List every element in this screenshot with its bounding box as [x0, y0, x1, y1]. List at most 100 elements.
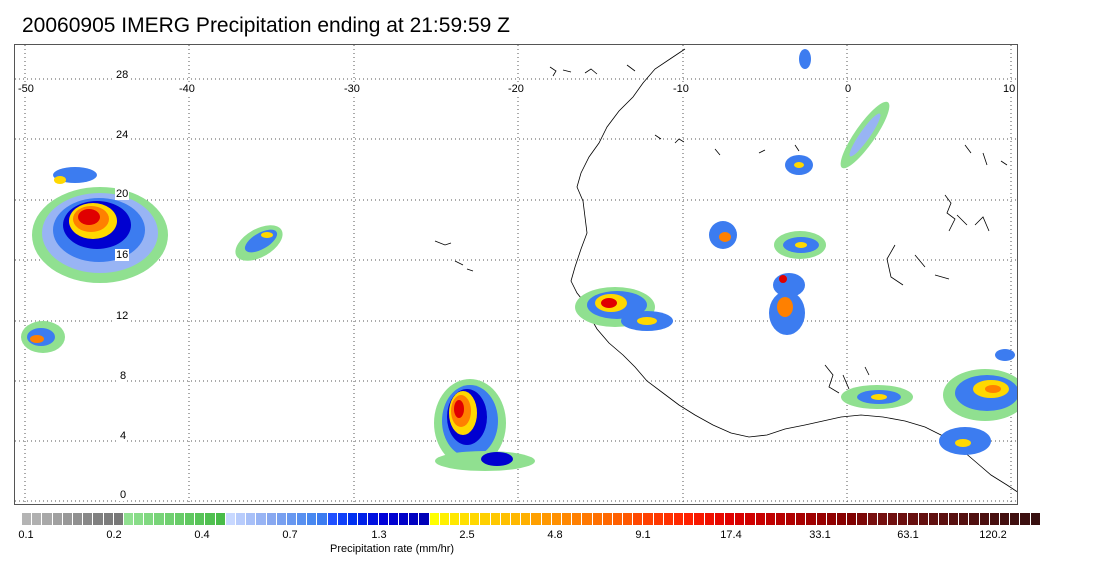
- colorbar-swatch: [959, 513, 970, 525]
- colorbar-swatch: [195, 513, 206, 525]
- colorbar-swatch: [439, 513, 450, 525]
- colorbar-swatch: [898, 513, 909, 525]
- lat-label-4n: 4: [119, 430, 128, 442]
- lon-label-10e: 10: [1002, 83, 1017, 95]
- precip-cluster-40w: [235, 225, 283, 261]
- colorbar-swatch: [857, 513, 868, 525]
- colorbar-swatch: [724, 513, 736, 525]
- colorbar-tick-10: 63.1: [897, 529, 919, 541]
- colorbar-swatch: [93, 513, 104, 525]
- precipitation-map: -50 -40 -30 -20 -10 0 10 28 24 20 16 12 …: [14, 44, 1018, 505]
- lat-label-8n: 8: [119, 370, 128, 382]
- colorbar-swatch: [164, 513, 175, 525]
- lat-label-12n: 12: [115, 310, 130, 322]
- colorbar-swatch: [358, 513, 369, 525]
- colorbar-swatch: [592, 513, 603, 525]
- colorbar-swatch: [388, 513, 399, 525]
- precip-cluster-west-edge: [21, 321, 65, 353]
- colorbar-swatch: [694, 513, 705, 525]
- africa-coastline: [570, 48, 1017, 493]
- colorbar-swatch: [83, 513, 94, 525]
- colorbar-swatch: [755, 513, 766, 525]
- colorbar-swatch: [816, 513, 827, 525]
- map-canvas: [15, 45, 1017, 504]
- colorbar-swatch: [806, 513, 817, 525]
- colorbar-tick-9: 33.1: [809, 529, 831, 541]
- colorbar-swatch: [826, 513, 837, 525]
- colorbar-swatch: [368, 513, 379, 525]
- colorbar-swatch: [633, 513, 644, 525]
- colorbar-swatch: [266, 513, 277, 525]
- colorbar-swatch: [246, 513, 257, 525]
- colorbar-swatch: [1030, 513, 1041, 525]
- colorbar-swatch: [847, 513, 858, 525]
- lon-label-20w: -20: [507, 83, 525, 95]
- colorbar-swatch: [276, 513, 287, 525]
- colorbar-swatch: [480, 513, 491, 525]
- colorbar-tick-5: 2.5: [459, 529, 475, 541]
- colorbar-swatch: [1020, 513, 1031, 525]
- colorbar-swatch: [490, 513, 501, 525]
- colorbar-label: Precipitation rate (mm/hr): [330, 543, 455, 555]
- colorbar-swatch: [979, 513, 990, 525]
- colorbar-swatch: [887, 513, 899, 525]
- precip-cluster-northwest: [32, 167, 168, 283]
- precip-cluster-senegal: [575, 287, 673, 331]
- precip-cluster-southeast: [841, 349, 1017, 455]
- colorbar-swatch: [286, 513, 298, 525]
- lat-label-0: 0: [119, 489, 128, 501]
- colorbar-swatch: [123, 513, 135, 525]
- colorbar-swatch: [449, 513, 461, 525]
- colorbar-swatch: [765, 513, 776, 525]
- lon-label-0: 0: [844, 83, 853, 95]
- map-title: 20060905 IMERG Precipitation ending at 2…: [22, 14, 510, 37]
- precip-cluster-inland: [709, 49, 890, 335]
- colorbar-swatch: [470, 513, 481, 525]
- colorbar-swatch: [144, 513, 155, 525]
- colorbar-tick-4: 1.3: [371, 529, 387, 541]
- colorbar-swatch: [52, 513, 63, 525]
- precipitation-field: [21, 49, 1017, 471]
- colorbar-swatch: [398, 513, 410, 525]
- colorbar-swatch: [867, 513, 878, 525]
- colorbar-swatch: [134, 513, 145, 525]
- colorbar-swatch: [205, 513, 216, 525]
- colorbar-swatch: [409, 513, 420, 525]
- colorbar-tick-2: 0.4: [194, 529, 210, 541]
- colorbar-swatch: [918, 513, 929, 525]
- colorbar-swatch: [113, 513, 124, 525]
- colorbar-swatch: [256, 513, 267, 525]
- colorbar-swatch: [969, 513, 980, 525]
- colorbar-swatch: [684, 513, 695, 525]
- colorbar-swatch: [796, 513, 807, 525]
- colorbar-swatch: [714, 513, 725, 525]
- colorbar-swatch: [185, 513, 196, 525]
- colorbar-swatch: [62, 513, 73, 525]
- lat-label-28n: 28: [115, 69, 130, 81]
- lat-label-16n: 16: [115, 249, 130, 261]
- lon-label-40w: -40: [178, 83, 196, 95]
- precipitation-colorbar: [22, 513, 1041, 525]
- colorbar-swatch: [775, 513, 787, 525]
- colorbar-tick-3: 0.7: [282, 529, 298, 541]
- colorbar-swatch: [1000, 513, 1011, 525]
- colorbar-swatch: [745, 513, 756, 525]
- colorbar-swatch: [949, 513, 960, 525]
- colorbar-swatch: [378, 513, 389, 525]
- colorbar-swatch: [704, 513, 715, 525]
- colorbar-swatch: [225, 513, 236, 525]
- colorbar-swatch: [317, 513, 328, 525]
- colorbar-swatch: [541, 513, 552, 525]
- colorbar-swatch: [42, 513, 53, 525]
- colorbar-swatch: [531, 513, 542, 525]
- colorbar-swatch: [663, 513, 674, 525]
- colorbar-tick-0: 0.1: [18, 529, 34, 541]
- colorbar-swatch: [307, 513, 318, 525]
- graticule: [15, 45, 1017, 504]
- colorbar-swatch: [419, 513, 430, 525]
- colorbar-swatch: [511, 513, 522, 525]
- lat-label-24n: 24: [115, 129, 130, 141]
- colorbar-swatch: [837, 513, 848, 525]
- colorbar-swatch: [643, 513, 654, 525]
- colorbar-tick-6: 4.8: [547, 529, 563, 541]
